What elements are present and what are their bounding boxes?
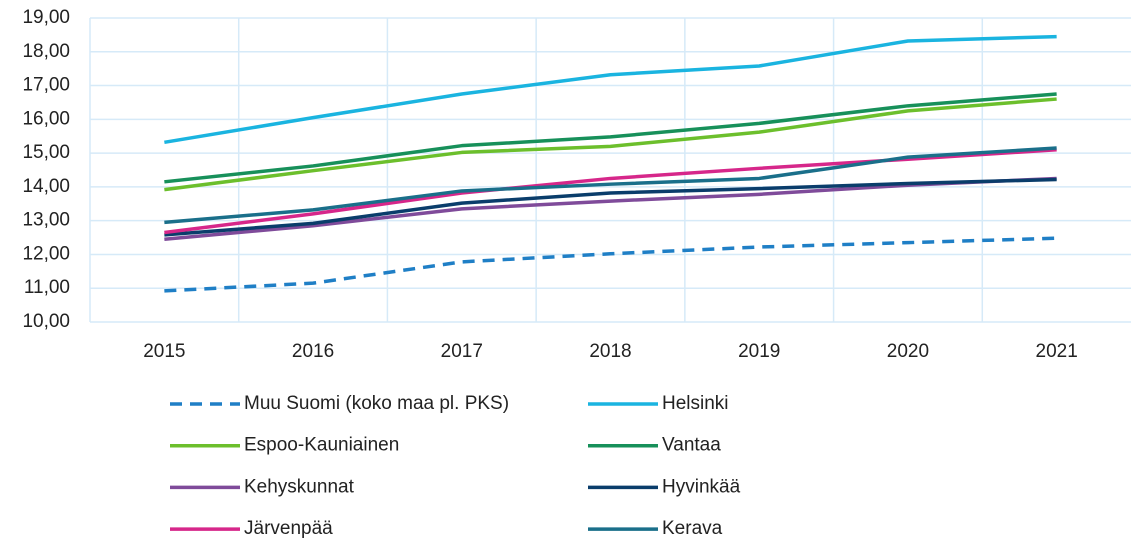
series-line: [164, 236, 1057, 293]
legend-label: Helsinki: [662, 393, 729, 414]
y-tick-label: 17,00: [22, 75, 70, 96]
legend-label: Kehyskunnat: [244, 476, 355, 497]
legend-label: Muu Suomi (koko maa pl. PKS): [244, 393, 509, 414]
x-tick-label: 2020: [887, 341, 929, 362]
series-line: [164, 146, 1057, 225]
legend-label: Hyvinkää: [662, 476, 741, 497]
y-tick-label: 13,00: [22, 210, 70, 231]
y-tick-label: 11,00: [24, 277, 70, 298]
series-line: [164, 34, 1057, 145]
x-tick-label: 2016: [292, 341, 334, 362]
x-tick-label: 2018: [589, 341, 631, 362]
legend-label: Vantaa: [662, 435, 721, 456]
y-tick-label: 14,00: [22, 176, 70, 197]
y-tick-label: 16,00: [22, 108, 70, 129]
series-line: [164, 177, 1057, 237]
x-tick-label: 2019: [738, 341, 780, 362]
y-tick-label: 19,00: [22, 7, 70, 28]
series-line: [164, 147, 1057, 235]
legend-label: Järvenpää: [244, 518, 333, 539]
y-tick-label: 15,00: [22, 142, 70, 163]
x-tick-label: 2021: [1036, 341, 1078, 362]
y-tick-label: 18,00: [22, 41, 70, 62]
legend-label: Espoo-Kauniainen: [244, 435, 399, 456]
legend-label: Kerava: [662, 518, 723, 539]
y-tick-label: 12,00: [22, 243, 70, 264]
x-tick-label: 2015: [143, 341, 185, 362]
x-tick-label: 2017: [441, 341, 483, 362]
series-line: [164, 97, 1057, 192]
y-tick-label: 10,00: [22, 311, 70, 332]
series-line: [164, 92, 1057, 184]
